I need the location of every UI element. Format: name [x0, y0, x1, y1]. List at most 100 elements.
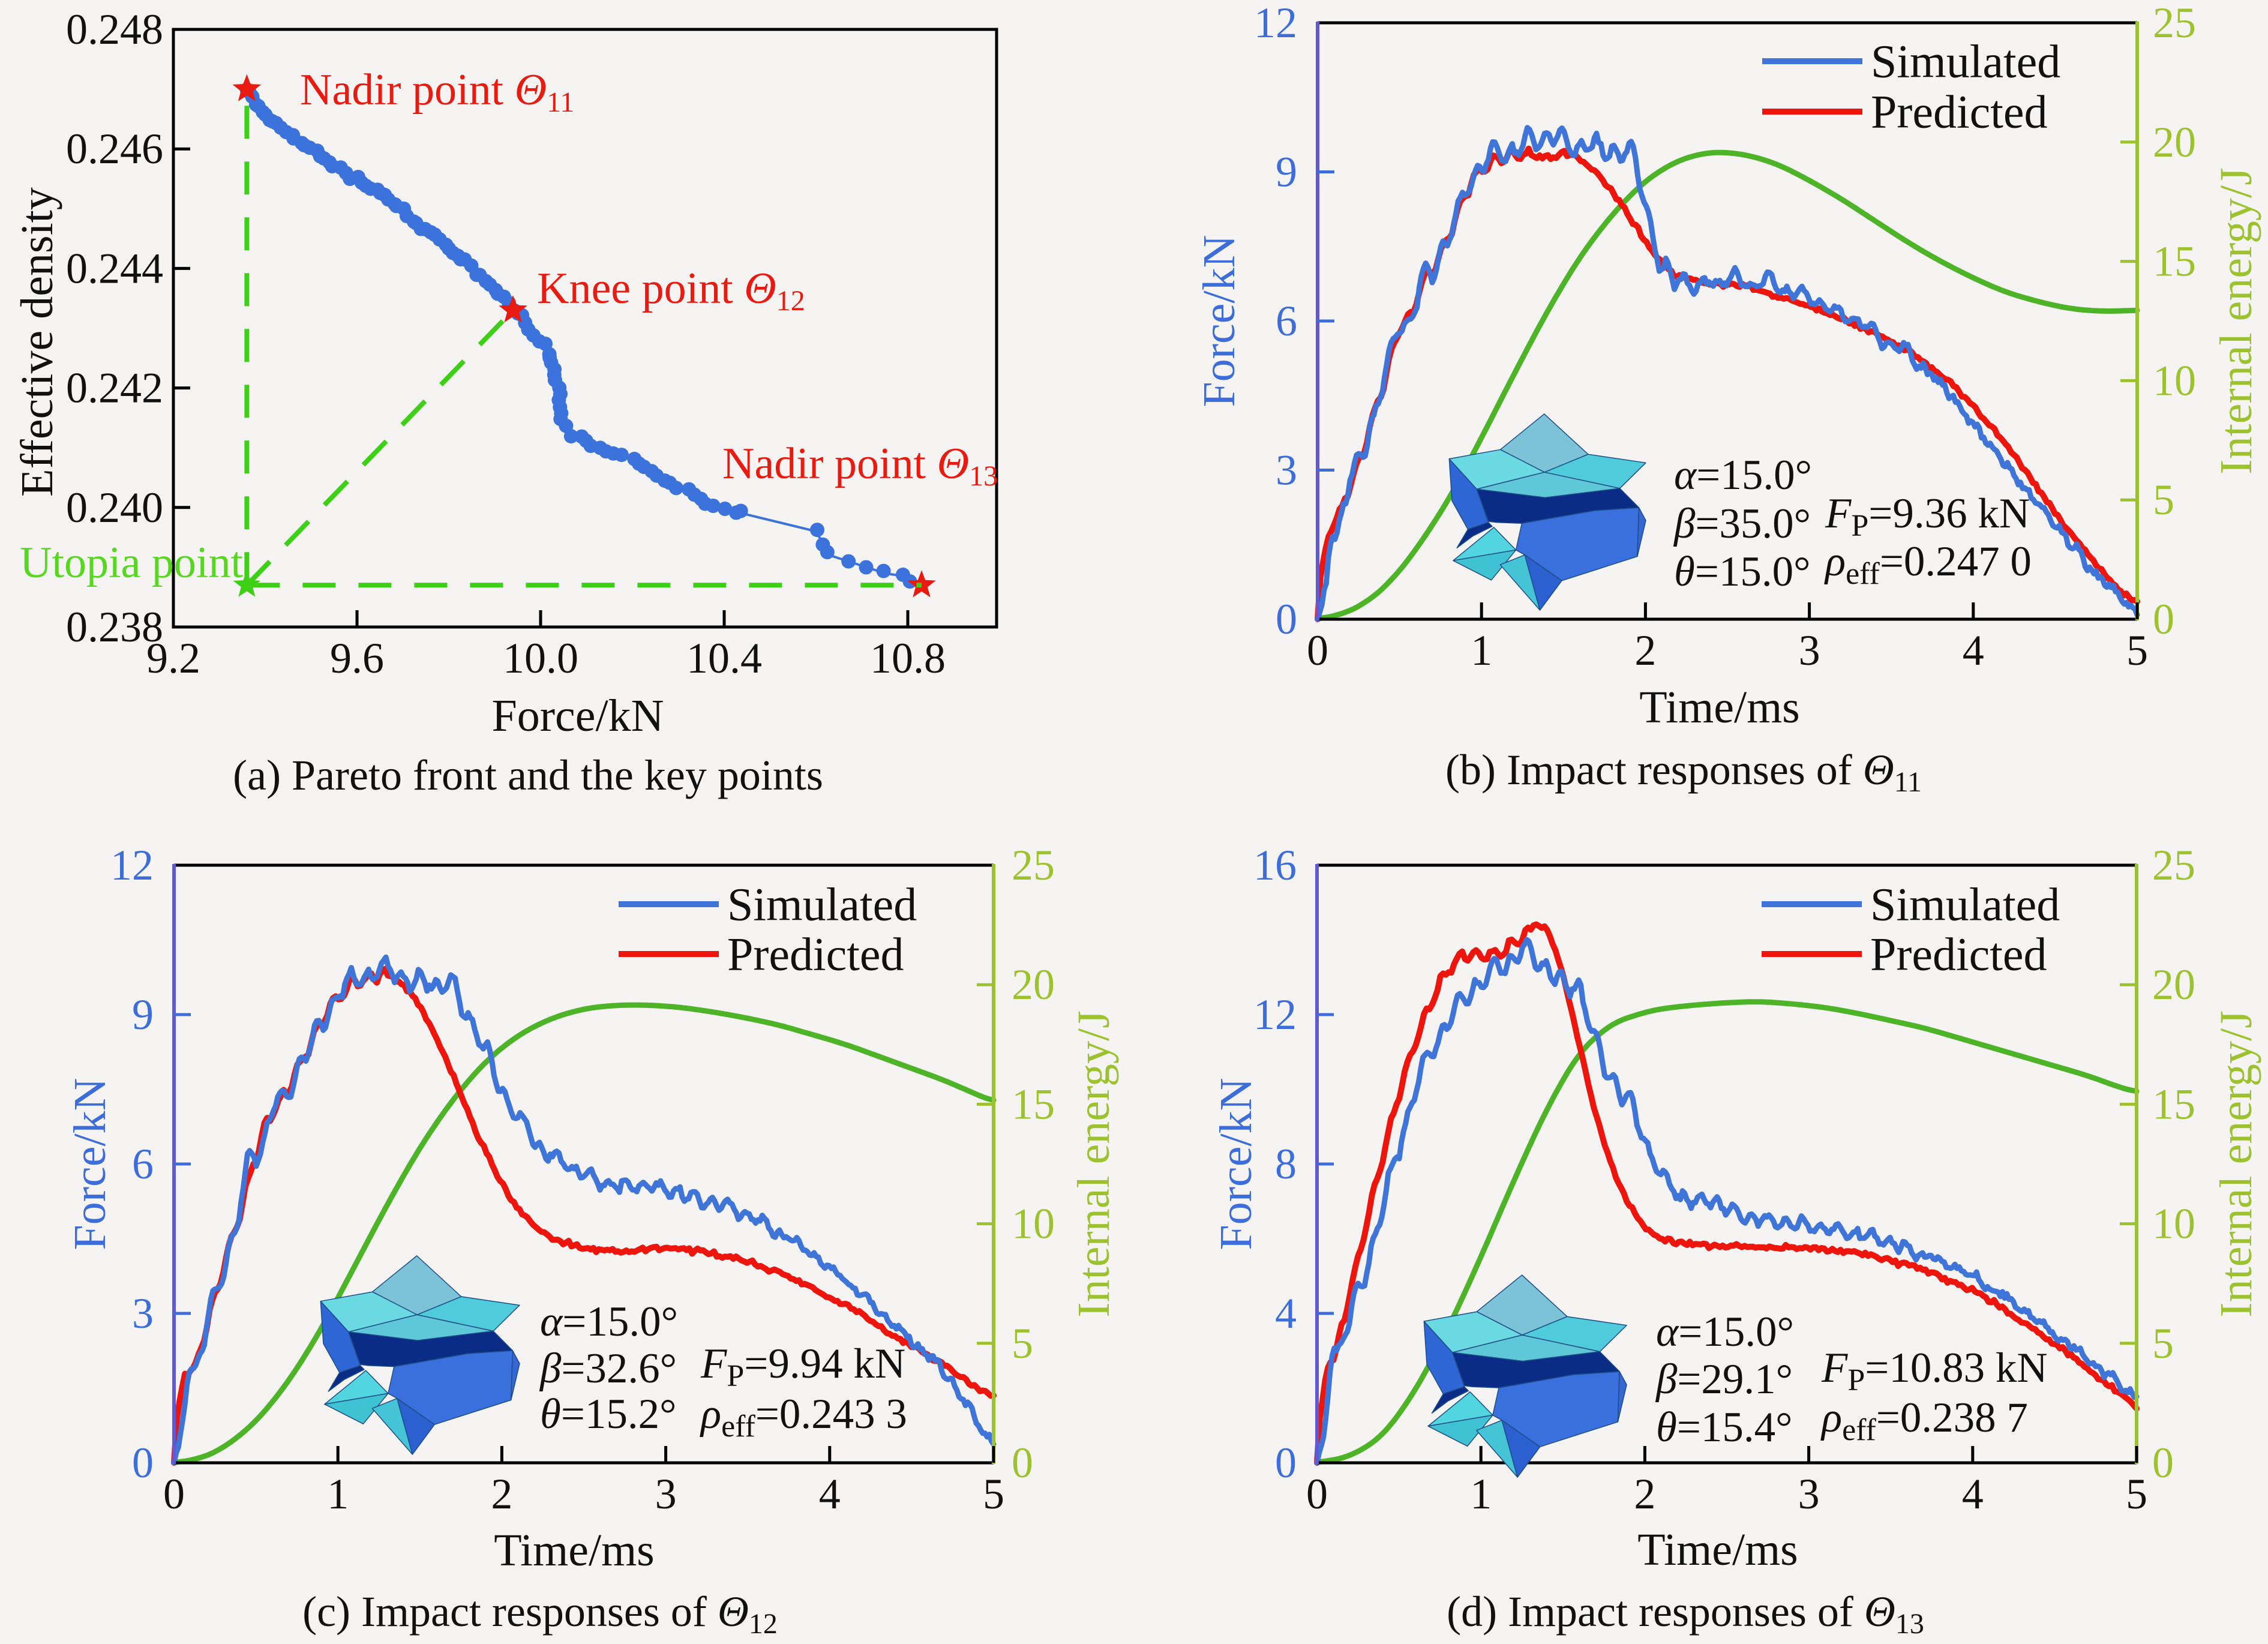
svg-text:3: 3: [1799, 626, 1820, 674]
svg-text:Simulated: Simulated: [727, 878, 917, 931]
svg-text:2: 2: [1634, 626, 1656, 674]
svg-text:Time/ms: Time/ms: [1639, 682, 1800, 733]
svg-text:4: 4: [1275, 1289, 1297, 1337]
svg-text:Predicted: Predicted: [1870, 928, 2047, 980]
svg-text:(a) Pareto front and the key p: (a) Pareto front and the key points: [233, 751, 823, 799]
svg-text:α=15.0°: α=15.0°: [1656, 1309, 1794, 1355]
svg-text:Knee point Θ12: Knee point Θ12: [537, 264, 805, 317]
svg-text:5: 5: [1012, 1319, 1033, 1367]
svg-text:15: 15: [1012, 1080, 1055, 1128]
svg-text:5: 5: [2126, 1470, 2147, 1518]
svg-text:β=32.6°: β=32.6°: [539, 1345, 677, 1392]
svg-text:Time/ms: Time/ms: [1637, 1525, 1798, 1575]
svg-text:16: 16: [1253, 841, 1297, 889]
svg-text:(b) Impact responses of Θ11: (b) Impact responses of Θ11: [1445, 746, 1922, 798]
svg-text:α=15.0°: α=15.0°: [1674, 452, 1812, 499]
svg-text:12: 12: [110, 841, 154, 889]
svg-text:10: 10: [2153, 356, 2196, 404]
svg-text:4: 4: [1962, 1470, 1984, 1518]
svg-text:(c) Impact responses of Θ12: (c) Impact responses of Θ12: [302, 1588, 778, 1640]
svg-text:4: 4: [819, 1470, 841, 1518]
svg-text:Simulated: Simulated: [1870, 878, 2060, 931]
svg-text:9: 9: [132, 991, 154, 1039]
svg-text:12: 12: [1253, 991, 1297, 1039]
svg-text:0: 0: [2153, 595, 2174, 643]
svg-text:3: 3: [1798, 1470, 1820, 1518]
svg-text:2: 2: [491, 1470, 512, 1518]
svg-text:Nadir point Θ11: Nadir point Θ11: [300, 65, 574, 118]
svg-text:(d) Impact responses of Θ13: (d) Impact responses of Θ13: [1447, 1588, 1924, 1640]
svg-text:Force/kN: Force/kN: [491, 691, 664, 741]
svg-text:25: 25: [2153, 0, 2196, 47]
svg-text:3: 3: [1276, 446, 1297, 494]
svg-text:0: 0: [1012, 1439, 1033, 1487]
svg-text:10.8: 10.8: [870, 634, 946, 682]
svg-text:9.2: 9.2: [146, 634, 200, 682]
svg-text:FP=9.36 kN: FP=9.36 kN: [1825, 490, 2030, 543]
svg-text:20: 20: [2152, 961, 2195, 1009]
svg-text:θ=15.2°: θ=15.2°: [540, 1391, 677, 1438]
svg-text:Force/kN: Force/kN: [65, 1078, 115, 1250]
svg-text:6: 6: [132, 1140, 154, 1188]
svg-text:θ=15.4°: θ=15.4°: [1656, 1404, 1793, 1451]
svg-text:25: 25: [2152, 841, 2195, 889]
svg-text:0.246: 0.246: [66, 125, 163, 173]
svg-text:Utopia point: Utopia point: [20, 538, 243, 587]
svg-text:25: 25: [1012, 841, 1055, 889]
svg-text:6: 6: [1276, 297, 1297, 345]
svg-text:5: 5: [2126, 626, 2148, 674]
svg-text:Internal energy/J: Internal energy/J: [1069, 1010, 1119, 1317]
svg-text:5: 5: [2152, 1319, 2174, 1367]
svg-text:Predicted: Predicted: [727, 928, 904, 980]
svg-text:0.244: 0.244: [66, 244, 163, 292]
svg-text:3: 3: [655, 1470, 677, 1518]
svg-text:0: 0: [1307, 626, 1328, 674]
svg-text:0: 0: [1306, 1470, 1328, 1518]
svg-text:5: 5: [2153, 476, 2174, 524]
svg-text:0.242: 0.242: [66, 364, 163, 412]
svg-text:0: 0: [163, 1470, 185, 1518]
svg-text:β=29.1°: β=29.1°: [1655, 1356, 1793, 1403]
svg-text:0.240: 0.240: [66, 484, 163, 532]
svg-text:ρeff=0.243 3: ρeff=0.243 3: [700, 1391, 907, 1444]
svg-text:FP=9.94 kN: FP=9.94 kN: [700, 1340, 905, 1393]
svg-text:α=15.0°: α=15.0°: [540, 1298, 678, 1345]
svg-text:0.248: 0.248: [66, 5, 163, 53]
svg-text:2: 2: [1634, 1470, 1655, 1518]
svg-text:Simulated: Simulated: [1871, 35, 2060, 88]
svg-text:Internal energy/J: Internal energy/J: [2211, 167, 2261, 474]
svg-text:0: 0: [1276, 595, 1297, 643]
svg-text:0: 0: [2152, 1439, 2174, 1487]
svg-text:0.238: 0.238: [66, 603, 163, 651]
svg-text:θ=15.0°: θ=15.0°: [1674, 548, 1811, 595]
svg-text:FP=10.83 kN: FP=10.83 kN: [1821, 1345, 2048, 1397]
svg-text:20: 20: [2153, 118, 2196, 166]
svg-text:9: 9: [1276, 148, 1297, 196]
svg-text:β=35.0°: β=35.0°: [1673, 500, 1811, 547]
svg-text:0: 0: [1275, 1439, 1297, 1487]
svg-text:4: 4: [1963, 626, 1984, 674]
svg-text:8: 8: [1275, 1140, 1297, 1188]
svg-text:Internal energy/J: Internal energy/J: [2211, 1010, 2261, 1317]
svg-text:10: 10: [1012, 1200, 1055, 1248]
svg-text:9.6: 9.6: [330, 634, 384, 682]
svg-text:Force/kN: Force/kN: [1211, 1078, 1261, 1250]
svg-text:10.0: 10.0: [503, 634, 578, 682]
svg-text:Nadir point Θ13: Nadir point Θ13: [722, 439, 998, 492]
svg-text:Effective density: Effective density: [12, 187, 62, 497]
svg-text:10: 10: [2152, 1200, 2195, 1248]
svg-text:10.4: 10.4: [686, 634, 762, 682]
svg-text:1: 1: [1471, 626, 1492, 674]
svg-text:ρeff=0.238 7: ρeff=0.238 7: [1820, 1394, 2028, 1447]
svg-text:Predicted: Predicted: [1871, 86, 2048, 138]
svg-text:1: 1: [327, 1470, 349, 1518]
svg-text:20: 20: [1012, 961, 1055, 1009]
svg-text:Force/kN: Force/kN: [1194, 235, 1244, 407]
svg-text:Time/ms: Time/ms: [494, 1525, 655, 1576]
svg-text:ρeff=0.247 0: ρeff=0.247 0: [1824, 538, 2032, 591]
svg-text:1: 1: [1470, 1470, 1492, 1518]
svg-text:12: 12: [1254, 0, 1297, 47]
svg-text:15: 15: [2152, 1080, 2195, 1128]
svg-text:15: 15: [2153, 238, 2196, 286]
svg-text:3: 3: [132, 1289, 154, 1337]
